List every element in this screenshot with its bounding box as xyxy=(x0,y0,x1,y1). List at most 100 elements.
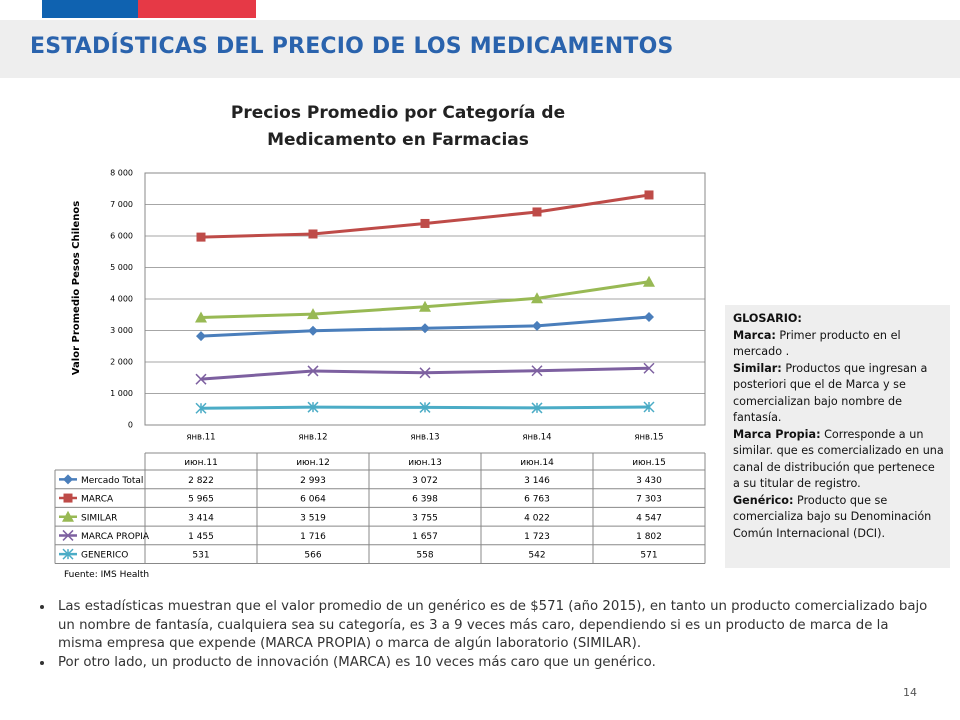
marker xyxy=(307,308,319,320)
glossary-entry: Marca: Primer producto en el mercado . xyxy=(733,328,944,361)
y-tick-label: 1 000 xyxy=(110,389,133,398)
table-value: 1 455 xyxy=(188,532,214,542)
x-tick-label: янв.15 xyxy=(634,433,663,443)
glossary-text: Corresponde a un similar. que es comerci… xyxy=(733,427,944,491)
table-value: 558 xyxy=(416,551,433,561)
legend-label: Mercado Total xyxy=(81,476,143,486)
chart-title: Precios Promedio por Categoría de Medica… xyxy=(230,103,566,150)
marker xyxy=(531,292,543,304)
x-tick-label: янв.13 xyxy=(410,433,439,443)
marker xyxy=(419,367,431,379)
table-value: 566 xyxy=(304,551,321,561)
table-value: 3 072 xyxy=(412,476,438,486)
bullets: Las estadísticas muestran que el valor p… xyxy=(34,598,934,672)
stripe-red xyxy=(138,0,256,18)
marker xyxy=(196,331,206,342)
marker xyxy=(532,320,542,331)
glossary-text: Productos que ingresan a posteriori que … xyxy=(733,361,928,425)
legend-label: GENERICO xyxy=(81,551,128,561)
glossary-term: Marca: xyxy=(733,328,776,342)
table-header: июн.12 xyxy=(296,458,330,468)
marker xyxy=(196,232,206,242)
legend-label: MARCA xyxy=(81,495,114,505)
marker xyxy=(643,275,655,287)
table-value: 6 064 xyxy=(300,495,326,505)
x-tick-label: янв.11 xyxy=(186,433,215,443)
x-tick-label: янв.12 xyxy=(298,433,327,443)
marker xyxy=(644,311,654,322)
marker xyxy=(643,362,655,374)
marker xyxy=(195,311,207,323)
y-tick-label: 8 000 xyxy=(110,169,133,178)
y-tick-label: 3 000 xyxy=(110,326,133,335)
x-tick-label: янв.14 xyxy=(522,433,551,443)
table-value: 2 822 xyxy=(188,476,214,486)
glossary-entry: Genérico: Producto que se comercializa b… xyxy=(733,493,944,543)
glossary-text: Producto que se comercializa bajo su Den… xyxy=(733,493,932,540)
glossary-entry: Marca Propia: Corresponde a un similar. … xyxy=(733,427,944,493)
table-value: 571 xyxy=(640,551,657,561)
table-value: 3 146 xyxy=(524,476,550,486)
legend-marker xyxy=(62,548,74,560)
table-value: 1 802 xyxy=(636,532,662,542)
table-header: июн.13 xyxy=(408,458,442,468)
legend-label: MARCA PROPIA xyxy=(81,532,150,542)
glossary-entry: Similar: Productos que ingresan a poster… xyxy=(733,361,944,427)
legend-marker xyxy=(62,510,74,522)
header-band xyxy=(0,20,960,78)
marker xyxy=(308,229,318,239)
marker xyxy=(643,401,655,413)
marker xyxy=(532,207,542,217)
marker xyxy=(195,402,207,414)
glossary-title: GLOSARIO: xyxy=(733,312,802,325)
marker xyxy=(307,401,319,413)
y-tick-label: 5 000 xyxy=(110,263,133,272)
table-value: 3 414 xyxy=(188,513,214,523)
glossary: GLOSARIO: Marca: Primer producto en el me… xyxy=(725,305,950,568)
glossary-text: Primer producto en el mercado . xyxy=(733,328,901,359)
marker xyxy=(644,190,654,200)
y-tick-label: 6 000 xyxy=(110,232,133,241)
marker xyxy=(420,218,430,228)
marker xyxy=(195,373,207,385)
legend-marker xyxy=(62,529,74,541)
table-value: 1 723 xyxy=(524,532,550,542)
y-axis-label: Valor Promedio Pesos Chilenos xyxy=(71,201,82,375)
marker xyxy=(307,365,319,377)
y-tick-label: 2 000 xyxy=(110,358,133,367)
table-header: июн.14 xyxy=(520,458,554,468)
page-number: 14 xyxy=(903,686,917,699)
marker xyxy=(419,401,431,413)
table-value: 3 519 xyxy=(300,513,326,523)
glossary-term: Similar: xyxy=(733,361,782,375)
y-tick-label: 4 000 xyxy=(110,295,133,304)
legend-marker xyxy=(63,493,73,503)
y-tick-label: 0 xyxy=(128,421,133,430)
table-value: 4 547 xyxy=(636,513,662,523)
table-value: 3 755 xyxy=(412,513,438,523)
table-value: 6 398 xyxy=(412,495,438,505)
marker xyxy=(531,402,543,414)
table-value: 542 xyxy=(528,551,545,561)
legend-label: SIMILAR xyxy=(81,513,117,523)
source: Fuente: IMS Health xyxy=(64,570,149,580)
glossary-term: Genérico: xyxy=(733,493,794,507)
marker xyxy=(308,325,318,336)
marker xyxy=(420,323,430,334)
table-value: 1 657 xyxy=(412,532,438,542)
glossary-term: Marca Propia: xyxy=(733,427,821,441)
table-value: 7 303 xyxy=(636,495,662,505)
table-value: 5 965 xyxy=(188,495,214,505)
table-value: 4 022 xyxy=(524,513,550,523)
legend-marker xyxy=(63,474,73,485)
table-header: июн.11 xyxy=(184,458,218,468)
table-value: 531 xyxy=(192,551,209,561)
marker xyxy=(531,365,543,377)
table-value: 2 993 xyxy=(300,476,326,486)
table-value: 6 763 xyxy=(524,495,550,505)
bullet: Por otro lado, un producto de innovación… xyxy=(54,654,934,673)
marker xyxy=(419,300,431,312)
stripe-blue xyxy=(42,0,138,18)
